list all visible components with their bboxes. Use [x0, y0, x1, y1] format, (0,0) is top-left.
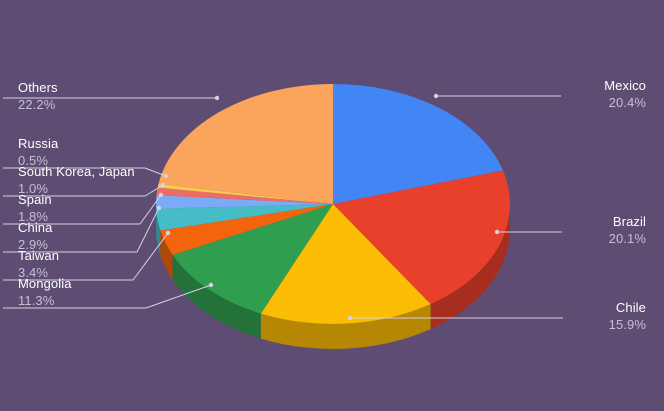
- slice-label-russia-name: Russia: [18, 136, 59, 151]
- slice-label-china-value: 2.9%: [18, 237, 49, 252]
- pie-side-taiwan: [160, 230, 173, 280]
- slice-label-mongolia-value: 11.3%: [18, 293, 55, 308]
- slice-label-taiwan[interactable]: Taiwan 3.4%: [18, 249, 59, 279]
- slice-label-brazil[interactable]: Brazil 20.1%: [609, 215, 646, 245]
- slice-label-spain-name: Spain: [18, 192, 52, 207]
- leader-line-spain: [3, 194, 162, 225]
- slice-label-korea-japan-value: 1.0%: [18, 181, 49, 196]
- leader-dot-taiwan: [165, 230, 171, 236]
- leader-lines: [3, 93, 563, 321]
- leader-dot-brazil: [494, 229, 500, 235]
- leader-dot-spain: [158, 192, 164, 198]
- pie-slice-chile[interactable]: [260, 204, 431, 325]
- leader-dot-others: [214, 95, 220, 101]
- slice-label-chile[interactable]: Chile 15.9%: [609, 301, 646, 331]
- slice-label-mongolia-name: Mongolia: [18, 276, 72, 291]
- pie-side-mongolia: [172, 254, 261, 339]
- pie-top-faces: [155, 84, 510, 325]
- pie-slice-brazil[interactable]: [333, 170, 510, 305]
- slice-label-russia[interactable]: Russia 0.5%: [18, 137, 58, 167]
- slice-label-spain[interactable]: Spain 1.8%: [18, 193, 52, 223]
- pie-slice-russia[interactable]: [157, 183, 333, 204]
- slice-label-chile-value: 15.9%: [608, 317, 646, 332]
- pie-slice-spain[interactable]: [155, 195, 333, 209]
- leader-line-taiwan: [3, 232, 169, 281]
- leader-dot-korea-japan: [160, 182, 166, 188]
- slice-label-taiwan-value: 3.4%: [18, 265, 49, 280]
- slice-label-others-value: 22.2%: [18, 97, 56, 112]
- slice-label-mexico-value: 20.4%: [608, 95, 646, 110]
- pie-3d-sides: [156, 204, 510, 349]
- leader-line-mongolia: [3, 284, 212, 309]
- leader-dot-chile: [347, 315, 353, 321]
- slice-label-others[interactable]: Others 22.2%: [18, 81, 58, 111]
- slice-label-russia-value: 0.5%: [18, 153, 49, 168]
- pie-side-chile: [260, 304, 431, 349]
- leader-line-russia: [3, 167, 167, 177]
- slice-label-others-name: Others: [18, 80, 58, 95]
- pie-slice-mexico[interactable]: [333, 84, 503, 204]
- pie-slice-china[interactable]: [156, 204, 333, 231]
- pie-slice-taiwan[interactable]: [160, 204, 333, 255]
- slice-label-chile-name: Chile: [615, 300, 646, 315]
- slice-label-korea-japan[interactable]: South Korea, Japan 1.0%: [18, 165, 135, 195]
- slice-label-brazil-name: Brazil: [612, 214, 646, 229]
- slice-label-mexico[interactable]: Mexico 20.4%: [604, 79, 646, 109]
- slice-label-china-name: China: [18, 220, 53, 235]
- pie-side-china: [156, 208, 161, 256]
- slice-label-spain-value: 1.8%: [18, 209, 49, 224]
- slice-label-korea-japan-name: South Korea, Japan: [18, 164, 135, 179]
- pie-side-brazil: [430, 204, 510, 330]
- leader-dot-russia: [163, 173, 169, 179]
- slice-label-taiwan-name: Taiwan: [18, 248, 60, 263]
- leader-dot-china: [156, 205, 162, 211]
- slice-label-mongolia[interactable]: Mongolia 11.3%: [18, 277, 72, 307]
- pie-slice-others[interactable]: [158, 84, 333, 204]
- leader-dot-mongolia: [208, 282, 214, 288]
- slice-label-china[interactable]: China 2.9%: [18, 221, 52, 251]
- slice-label-mexico-name: Mexico: [604, 78, 646, 93]
- leader-dot-mexico: [433, 93, 439, 99]
- leader-line-china: [3, 207, 160, 253]
- leader-line-korea-japan: [3, 184, 164, 197]
- slice-label-brazil-value: 20.1%: [608, 231, 646, 246]
- pie-slice-south-korea-japan[interactable]: [156, 187, 333, 204]
